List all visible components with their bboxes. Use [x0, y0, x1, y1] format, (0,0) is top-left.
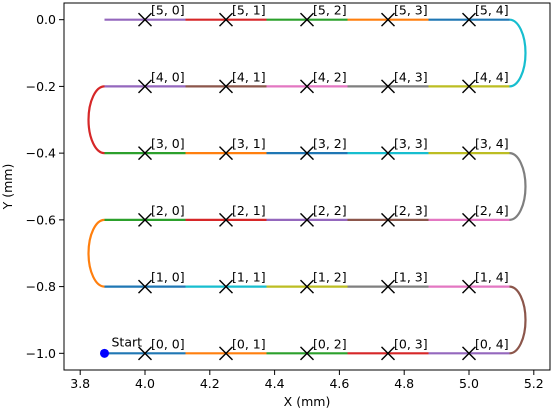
point-label: [0, 0]	[151, 336, 185, 351]
point-label: [5, 2]	[313, 3, 347, 18]
point-label: [4, 2]	[313, 69, 347, 84]
x-marker	[138, 346, 152, 361]
x-tick-label: 4.6	[329, 376, 349, 391]
point-label: [2, 3]	[394, 203, 428, 218]
point-label: [2, 0]	[151, 203, 185, 218]
x-tick-label: 4.0	[135, 376, 155, 391]
x-marker	[219, 146, 233, 161]
point-label: [3, 1]	[232, 136, 266, 151]
x-marker	[381, 146, 395, 161]
x-tick-label: 3.8	[70, 376, 90, 391]
point-label: [5, 4]	[475, 3, 509, 18]
x-marker	[219, 279, 233, 294]
x-marker	[381, 79, 395, 94]
x-tick-label: 5.0	[459, 376, 479, 391]
point-label: [3, 3]	[394, 136, 428, 151]
x-marker	[138, 79, 152, 94]
point-label: [1, 1]	[232, 270, 266, 285]
x-marker	[300, 212, 314, 227]
x-marker	[462, 346, 476, 361]
y-axis-label: Y (mm)	[0, 164, 15, 211]
point-label: [5, 0]	[151, 3, 185, 18]
x-marker	[300, 279, 314, 294]
path-arc-23	[87, 85, 105, 155]
x-tick-label: 4.4	[265, 376, 285, 391]
x-marker	[462, 146, 476, 161]
x-axis-label: X (mm)	[284, 394, 331, 409]
point-label: [4, 4]	[475, 69, 509, 84]
x-marker	[219, 346, 233, 361]
point-label: [0, 3]	[394, 336, 428, 351]
point-label: [3, 4]	[475, 136, 509, 151]
point-labels: [0, 0] [0, 1] [0, 2] [0, 3] [0, 4] [1, 0] [1, …	[151, 3, 509, 352]
point-label: [2, 1]	[232, 203, 266, 218]
path-arc-5	[509, 285, 527, 355]
x-marker	[300, 346, 314, 361]
point-label: [4, 3]	[394, 69, 428, 84]
path-arc-17	[509, 152, 527, 221]
y-tick-label: −0.4	[26, 146, 56, 161]
plot-frame	[63, 2, 551, 371]
x-marker	[381, 12, 395, 27]
point-label: [2, 2]	[313, 203, 347, 218]
path-arc-29	[509, 18, 527, 88]
point-label: [1, 0]	[151, 270, 185, 285]
x-marker	[138, 212, 152, 227]
x-marker	[462, 79, 476, 94]
y-axis-ticks: 0.0 −0.2 −0.4 −0.6 −0.8 −1.0	[26, 12, 64, 361]
x-tick-label: 4.2	[200, 376, 220, 391]
y-tick-label: −1.0	[26, 346, 56, 361]
point-label: [3, 2]	[313, 136, 347, 151]
point-label: [1, 3]	[394, 270, 428, 285]
x-marker	[138, 12, 152, 27]
y-tick-label: −0.8	[26, 279, 56, 294]
point-label: [0, 4]	[475, 336, 509, 351]
point-label: [0, 2]	[313, 336, 347, 351]
x-marker	[219, 79, 233, 94]
point-label: [2, 4]	[475, 203, 509, 218]
point-label: [5, 3]	[394, 3, 428, 18]
x-marker	[219, 212, 233, 227]
x-marker	[381, 346, 395, 361]
y-tick-label: 0.0	[36, 12, 56, 27]
start-label: Start	[112, 334, 143, 349]
x-marker	[219, 12, 233, 27]
path-arc-11	[87, 218, 105, 288]
start-marker	[100, 348, 109, 358]
point-label: [1, 2]	[313, 270, 347, 285]
x-marker	[138, 146, 152, 161]
point-label: [5, 1]	[232, 3, 266, 18]
y-tick-label: −0.2	[26, 79, 56, 94]
point-markers	[138, 12, 476, 361]
x-marker	[300, 79, 314, 94]
y-tick-label: −0.6	[26, 212, 56, 227]
point-label: [3, 0]	[151, 136, 185, 151]
point-label: [4, 0]	[151, 69, 185, 84]
x-tick-label: 4.8	[394, 376, 414, 391]
point-label: [0, 1]	[232, 336, 266, 351]
point-label: [1, 4]	[475, 270, 509, 285]
x-marker	[462, 12, 476, 27]
x-marker	[381, 212, 395, 227]
start-marker-group: Start	[100, 334, 142, 358]
point-label: [4, 1]	[232, 69, 266, 84]
x-tick-label: 5.2	[524, 376, 544, 391]
x-marker	[462, 212, 476, 227]
x-marker	[300, 12, 314, 27]
x-marker	[300, 146, 314, 161]
x-marker	[462, 279, 476, 294]
x-marker	[381, 279, 395, 294]
x-marker	[138, 279, 152, 294]
x-axis-ticks: 3.8 4.0 4.2 4.4 4.6 4.8 5.0 5.2	[70, 370, 544, 391]
